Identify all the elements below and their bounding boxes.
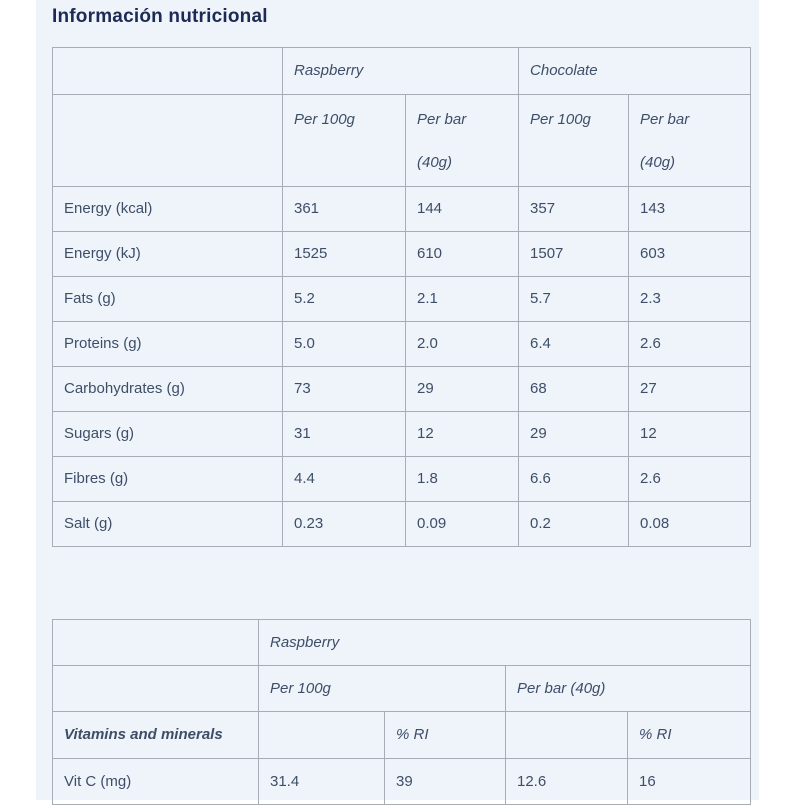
row-label: Energy (kcal) [52, 186, 283, 232]
group-header-raspberry: Raspberry [281, 47, 520, 95]
cell-value: 1507 [518, 231, 630, 277]
table-row: Vitamins and minerals % RI % RI [52, 711, 752, 759]
nutrition-section: Información nutricional Raspberry Chocol… [36, 0, 759, 805]
cell-value: 2.1 [404, 276, 520, 322]
table-row: Sugars (g) 31 12 29 12 [52, 411, 752, 457]
row-label: Energy (kJ) [52, 231, 283, 277]
row-label: Proteins (g) [52, 321, 283, 367]
cell-value: 6.6 [518, 456, 630, 502]
table-row: Per 100g Per bar (40g) [52, 665, 752, 712]
cell-value: 68 [518, 366, 630, 412]
subheader-line1: Per 100g [530, 111, 591, 128]
subheader-raspberry-per100g: Per 100g [282, 94, 406, 187]
row-label: Vit C (mg) [52, 758, 259, 805]
cell-value: 29 [404, 366, 520, 412]
cell-value: 0.08 [628, 501, 752, 547]
section-label-vitamins: Vitamins and minerals [52, 711, 259, 759]
page-title: Información nutricional [52, 6, 268, 27]
subheader-perbar: Per bar (40g) [504, 665, 752, 712]
subheader-line1: Per bar [417, 111, 467, 128]
cell-value: 1525 [282, 231, 406, 277]
subheader-line1: Per 100g [294, 111, 355, 128]
row-label: Salt (g) [52, 501, 283, 547]
table-row: Salt (g) 0.23 0.09 0.2 0.08 [52, 501, 752, 547]
cell-value: 144 [404, 186, 520, 232]
cell-value: 39 [384, 758, 506, 805]
cell-value: 1.8 [404, 456, 520, 502]
subheader-line2: (40g) [417, 154, 453, 171]
cell-value: 27 [628, 366, 752, 412]
cell-value: 2.6 [628, 456, 752, 502]
cell-value: 12 [628, 411, 752, 457]
cell-value: 12 [404, 411, 520, 457]
ri-header: % RI [384, 711, 506, 759]
empty-cell [258, 711, 385, 759]
vitamins-table: Raspberry Per 100g Per bar (40g) Vitamin… [52, 619, 752, 805]
table-row: Fibres (g) 4.4 1.8 6.6 2.6 [52, 456, 752, 502]
cell-value: 143 [628, 186, 752, 232]
cell-value: 0.09 [404, 501, 520, 547]
empty-cell [52, 47, 283, 95]
table-row: Vit C (mg) 31.4 39 12.6 16 [52, 758, 752, 805]
row-label: Carbohydrates (g) [52, 366, 283, 412]
empty-cell [52, 619, 259, 666]
ri-header: % RI [626, 711, 752, 759]
cell-value: 603 [628, 231, 752, 277]
cell-value: 29 [518, 411, 630, 457]
empty-cell [52, 94, 283, 187]
empty-cell [52, 665, 259, 712]
cell-value: 31.4 [258, 758, 385, 805]
table-row: Energy (kJ) 1525 610 1507 603 [52, 231, 752, 277]
cell-value: 16 [626, 758, 752, 805]
subheader-line2: (40g) [640, 154, 676, 171]
cell-value: 5.0 [282, 321, 406, 367]
table-row: Fats (g) 5.2 2.1 5.7 2.3 [52, 276, 752, 322]
cell-value: 73 [282, 366, 406, 412]
cell-value: 5.7 [518, 276, 630, 322]
cell-value: 6.4 [518, 321, 630, 367]
table-row: Carbohydrates (g) 73 29 68 27 [52, 366, 752, 412]
table-row: Per 100g Per bar (40g) Per 100g Per bar … [52, 94, 752, 187]
subheader-chocolate-per100g: Per 100g [518, 94, 630, 187]
group-header-raspberry: Raspberry [257, 619, 752, 666]
table-row: Energy (kcal) 361 144 357 143 [52, 186, 752, 232]
table-row: Proteins (g) 5.0 2.0 6.4 2.6 [52, 321, 752, 367]
cell-value: 2.6 [628, 321, 752, 367]
cell-value: 4.4 [282, 456, 406, 502]
empty-cell [505, 711, 628, 759]
cell-value: 0.2 [518, 501, 630, 547]
cell-value: 12.6 [505, 758, 628, 805]
table-row: Raspberry [52, 619, 752, 666]
cell-value: 2.0 [404, 321, 520, 367]
subheader-chocolate-perbar: Per bar (40g) [628, 94, 752, 187]
cell-value: 361 [282, 186, 406, 232]
cell-value: 31 [282, 411, 406, 457]
subheader-per100g: Per 100g [258, 665, 506, 712]
group-header-chocolate: Chocolate [518, 47, 752, 95]
cell-value: 610 [404, 231, 520, 277]
subheader-raspberry-perbar: Per bar (40g) [404, 94, 520, 187]
row-label: Fats (g) [52, 276, 283, 322]
cell-value: 0.23 [282, 501, 406, 547]
subheader-line1: Per bar [640, 111, 690, 128]
row-label: Sugars (g) [52, 411, 283, 457]
table-row: Raspberry Chocolate [52, 47, 752, 95]
nutrition-table: Raspberry Chocolate Per 100g Per bar (40… [52, 47, 752, 547]
cell-value: 2.3 [628, 276, 752, 322]
cell-value: 357 [518, 186, 630, 232]
row-label: Fibres (g) [52, 456, 283, 502]
cell-value: 5.2 [282, 276, 406, 322]
